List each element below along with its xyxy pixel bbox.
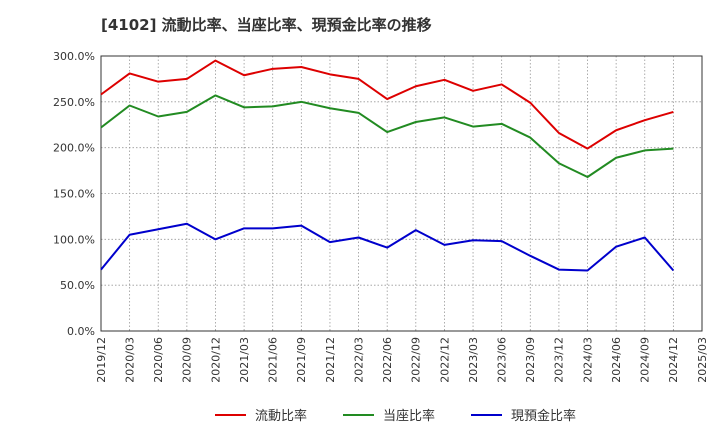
series-line [100,59,674,150]
x-tick-label: 2023/12 [553,337,566,383]
legend: 流動比率 当座比率 現預金比率 [215,408,576,424]
x-tick-label: 2025/03 [696,337,709,383]
chart-title: [4102] 流動比率、当座比率、現預金比率の推移 [101,16,432,34]
x-tick-label: 2022/09 [410,337,423,383]
x-tick-label: 2023/03 [467,337,480,383]
x-tick-label: 2024/12 [667,337,680,383]
x-tick-label: 2021/09 [295,337,308,383]
x-axis-ticks: 2019/12 2020/03 2020/06 2020/09 2020/12 2021/… [95,337,709,383]
x-tick-label: 2021/06 [267,337,280,383]
x-tick-label: 2020/03 [123,337,136,383]
x-tick-label: 2020/06 [152,337,165,383]
y-tick-label: 50.0% [60,279,95,292]
plot-area-frame [100,55,703,332]
y-tick-label: 250.0% [53,96,95,109]
y-tick-label: 300.0% [53,50,95,63]
y-tick-label: 0.0% [67,325,95,338]
x-tick-label: 2022/06 [381,337,394,383]
legend-label: 流動比率 [255,408,307,424]
y-axis-ticks: 0.0% 50.0% 100.0% 150.0% 200.0% 250.0% 300.0% [53,50,95,338]
grid-lines [101,56,702,331]
x-tick-label: 2023/09 [524,337,537,383]
x-tick-label: 2021/03 [238,337,251,383]
x-tick-label: 2020/12 [209,337,222,383]
x-tick-label: 2024/03 [581,337,594,383]
y-tick-label: 200.0% [53,142,95,155]
x-tick-label: 2024/06 [610,337,623,383]
series-line [100,94,674,178]
x-tick-label: 2021/12 [324,337,337,383]
y-tick-label: 100.0% [53,233,95,246]
y-tick-label: 150.0% [53,188,95,201]
x-tick-label: 2019/12 [95,337,108,383]
legend-label: 現預金比率 [511,408,576,424]
x-tick-label: 2020/09 [181,337,194,383]
x-tick-label: 2022/12 [438,337,451,383]
series-lines [100,59,675,272]
x-tick-label: 2024/09 [639,337,652,383]
x-tick-label: 2022/03 [352,337,365,383]
legend-label: 当座比率 [383,408,435,424]
series-line [100,222,675,272]
x-tick-label: 2023/06 [496,337,509,383]
